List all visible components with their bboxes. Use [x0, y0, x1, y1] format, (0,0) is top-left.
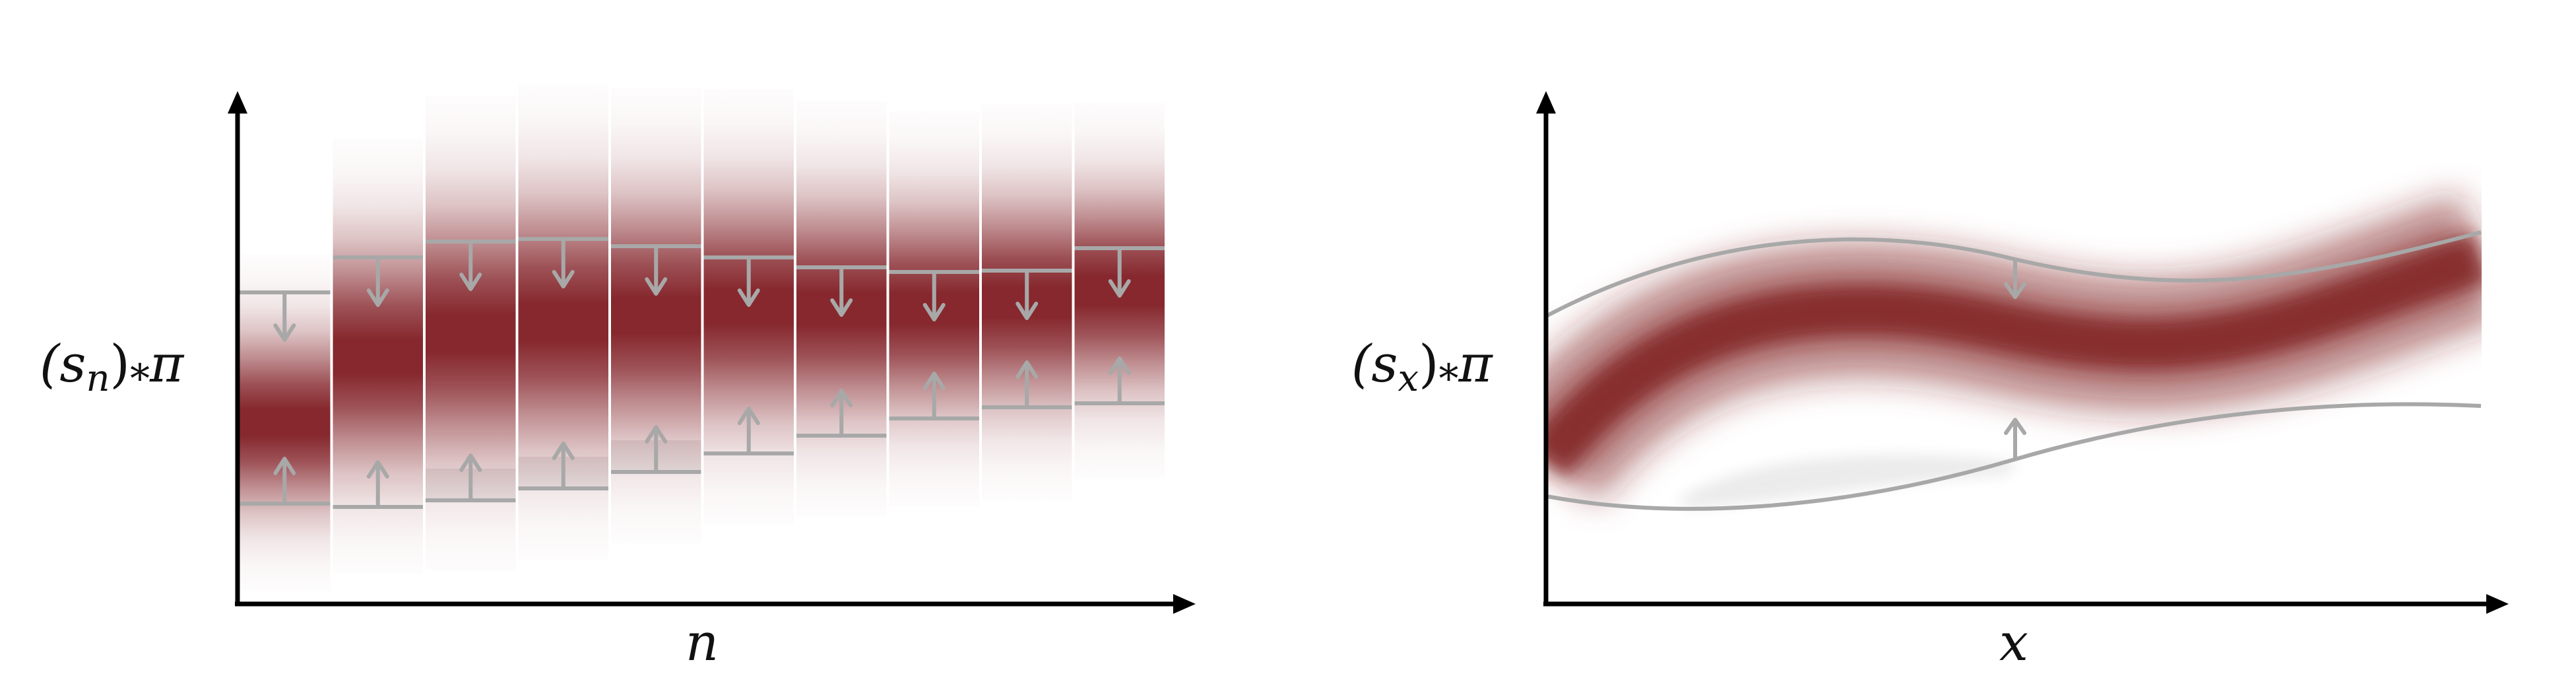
down-arrow-icon [922, 272, 946, 321]
right-x-label: x [1999, 613, 2028, 673]
axis-arrowhead-icon [1536, 91, 1556, 114]
up-arrow-icon [922, 372, 946, 418]
left-x-label: n [686, 613, 719, 673]
up-arrow-icon [830, 389, 853, 436]
down-arrow-icon [645, 246, 668, 296]
up-arrow-icon [2004, 418, 2026, 459]
down-arrow-icon [737, 257, 760, 307]
axis-arrowhead-icon [2486, 594, 2509, 614]
down-arrow-icon [366, 257, 389, 307]
up-arrow-icon [645, 425, 668, 472]
density-columns [239, 84, 1165, 591]
right-panel: (sx)*π x [1351, 91, 2509, 673]
down-arrow-icon [459, 242, 482, 291]
left-y-label: (sn)*π [40, 335, 185, 402]
up-arrow-icon [1015, 360, 1039, 407]
bound-lines [239, 237, 1165, 509]
gap-shade [1676, 454, 2019, 508]
up-arrow-icon [737, 407, 760, 453]
up-arrow-icon [273, 457, 296, 504]
down-arrow-icon [1015, 271, 1039, 320]
axis-arrowhead-icon [1173, 594, 1196, 614]
right-y-label: (sx)*π [1351, 335, 1494, 402]
density-column [611, 88, 701, 543]
down-arrow-icon [830, 267, 853, 317]
density-band-core [1546, 232, 2482, 479]
axis-arrowhead-icon [228, 91, 247, 114]
up-arrow-icon [552, 442, 575, 488]
up-arrow-icon [459, 453, 482, 500]
down-arrow-icon [273, 292, 296, 342]
left-panel: (sn)*π n [40, 84, 1196, 673]
lower-bound-curve [1547, 402, 2482, 511]
up-arrow-icon [1108, 356, 1131, 403]
upper-bound-curve [1546, 230, 2482, 317]
down-arrow-icon [552, 239, 575, 288]
down-arrow-icon [1108, 248, 1131, 298]
up-arrow-icon [366, 460, 389, 507]
down-arrow-icon [2004, 261, 2026, 299]
